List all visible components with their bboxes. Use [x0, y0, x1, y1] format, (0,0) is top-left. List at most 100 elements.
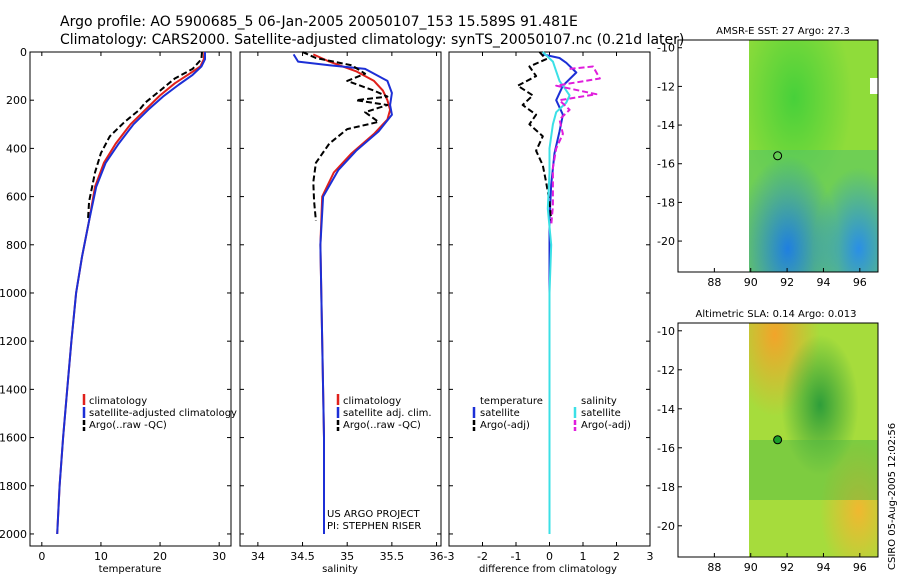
sla-low-band	[749, 440, 878, 500]
map-y-tick-label: -18	[657, 481, 675, 494]
legend-label: satellite	[581, 408, 621, 419]
series-line	[86, 51, 203, 221]
map-y-tick-label: -18	[657, 196, 675, 209]
pi-annotation: PI: STEPHEN RISER	[327, 521, 421, 532]
x-tick-label: -2	[477, 550, 488, 563]
x-tick-label: -3	[444, 550, 455, 563]
map-x-tick-label: 92	[780, 561, 794, 574]
legend-label: satellite-adjusted climatology	[89, 408, 237, 419]
series-line	[302, 51, 389, 221]
x-tick-label: 35	[340, 550, 354, 563]
y-tick-label: 400	[6, 142, 27, 155]
map-y-tick-label: -20	[657, 520, 675, 533]
sla-low-patch	[749, 323, 878, 557]
argo-position-marker	[773, 151, 783, 161]
y-tick-label: 200	[6, 94, 27, 107]
difference-xlabel: difference from climatology	[479, 564, 617, 575]
figure-title-line2: Climatology: CARS2000. Satellite-adjuste…	[60, 32, 684, 48]
sla-map	[749, 323, 878, 557]
x-tick-label: 1	[580, 550, 587, 563]
series-line	[516, 51, 553, 221]
legend-header-temperature: temperature	[480, 396, 543, 407]
map-x-tick-label: 90	[744, 561, 758, 574]
map-y-tick-label: -14	[657, 119, 675, 132]
temperature-xlabel: temperature	[99, 564, 162, 575]
salinity-legend: climatology satellite adj. clim. Argo(..…	[327, 394, 432, 532]
y-tick-label: 600	[6, 191, 27, 204]
map-x-tick-label: 96	[853, 276, 867, 289]
sst-map-title: AMSR-E SST: 27 Argo: 27.3	[716, 26, 850, 37]
legend-label: Argo(..raw -QC)	[343, 420, 421, 431]
sst-map-frame	[677, 39, 879, 273]
figure-title-line1: Argo profile: AO 5900685_5 06-Jan-2005 2…	[60, 14, 578, 30]
x-tick-label: 20	[153, 550, 167, 563]
legend-label: Argo(..raw -QC)	[89, 420, 167, 431]
x-tick-label: 2	[613, 550, 620, 563]
legend-header-salinity: salinity	[581, 396, 617, 407]
salinity-plot: 34 34.5 35 35.5 36	[240, 51, 444, 563]
map-y-tick-label: -12	[657, 80, 675, 93]
x-tick-label: -1	[511, 550, 522, 563]
project-annotation: US ARGO PROJECT	[327, 509, 421, 520]
y-tick-label: 1200	[0, 335, 27, 348]
sla-map-axes: -10 -12 -14 -16 -18 -20 88 90 92 94 96	[657, 325, 867, 574]
series-line	[542, 53, 578, 534]
sla-map-frame	[677, 322, 879, 558]
x-tick-label: 36	[430, 550, 444, 563]
series-line	[56, 52, 206, 535]
x-tick-label: 34.5	[290, 550, 315, 563]
difference-legend: temperature satellite Argo(-adj) salinit…	[472, 396, 631, 431]
map-y-tick-label: -16	[657, 158, 675, 171]
temperature-plot: 0 200 400 600 800 1000 1200 1400 1600 1800 2000 0 10…	[0, 46, 231, 563]
x-tick-label: 3	[647, 550, 654, 563]
y-tick-label: 1800	[0, 480, 27, 493]
legend-label: satellite	[480, 408, 520, 419]
sst-missing-data	[870, 78, 878, 94]
map-y-tick-label: -16	[657, 442, 675, 455]
map-x-tick-label: 94	[816, 276, 830, 289]
map-y-tick-label: -12	[657, 364, 675, 377]
salinity-panel	[239, 51, 442, 547]
y-tick-label: 2000	[0, 528, 27, 541]
x-tick-label: 34	[251, 550, 265, 563]
y-tick-label: 1600	[0, 432, 27, 445]
legend-label: climatology	[89, 396, 147, 407]
salinity-xlabel: salinity	[322, 564, 358, 575]
y-tick-label: 0	[20, 46, 27, 59]
sst-map-axes: -10 -12 -14 -16 -18 -20 88 90 92 94 96	[657, 42, 867, 289]
sla-map-title: Altimetric SLA: 0.14 Argo: 0.013	[696, 309, 857, 320]
map-y-tick-label: -20	[657, 235, 675, 248]
map-x-tick-label: 90	[744, 276, 758, 289]
map-x-tick-label: 88	[707, 561, 721, 574]
legend-label: Argo(-adj)	[480, 420, 530, 431]
legend-label: Argo(-adj)	[581, 420, 631, 431]
x-tick-label: 35.5	[380, 550, 405, 563]
x-tick-label: 30	[212, 550, 226, 563]
series-line	[292, 53, 393, 534]
x-tick-label: 0	[38, 550, 45, 563]
map-x-tick-label: 88	[707, 276, 721, 289]
y-tick-label: 1000	[0, 287, 27, 300]
y-tick-label: 800	[6, 239, 27, 252]
difference-plot: -3 -2 -1 0 1 2 3	[444, 51, 654, 563]
map-y-tick-label: -14	[657, 403, 675, 416]
legend-label: satellite adj. clim.	[343, 408, 432, 419]
map-x-tick-label: 96	[853, 561, 867, 574]
map-y-tick-label: -10	[657, 325, 675, 338]
series-line	[550, 65, 601, 226]
map-x-tick-label: 94	[816, 561, 830, 574]
series-line	[56, 51, 206, 535]
temperature-legend: climatology satellite-adjusted climatolo…	[82, 394, 237, 431]
map-x-tick-label: 92	[780, 276, 794, 289]
temperature-panel	[29, 51, 232, 547]
sst-map	[749, 40, 878, 272]
x-tick-label: 10	[94, 550, 108, 563]
legend-label: climatology	[343, 396, 401, 407]
y-tick-label: 1400	[0, 383, 27, 396]
x-tick-label: 0	[546, 550, 553, 563]
argo-position-marker	[773, 435, 783, 445]
map-y-tick-label: -10	[657, 42, 675, 55]
credit-text: CSIRO 05-Aug-2005 12:02:56	[887, 423, 898, 570]
